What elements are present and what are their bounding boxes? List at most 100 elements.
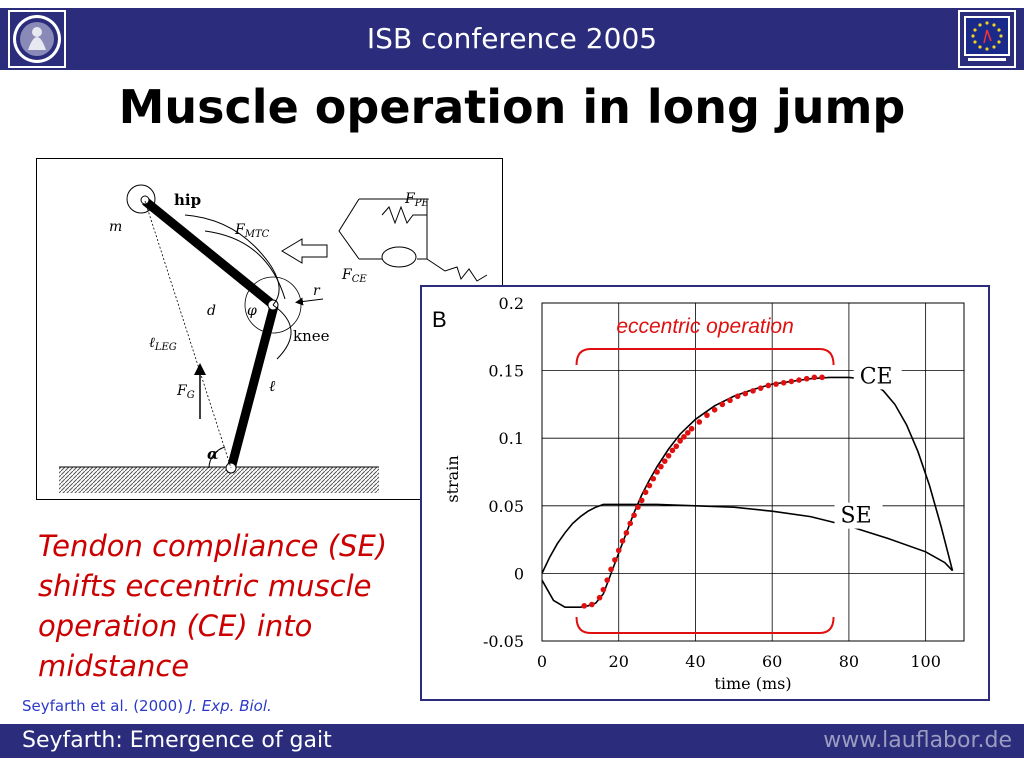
svg-text:FMTC: FMTC (234, 222, 270, 240)
series-label-bg (853, 363, 902, 390)
svg-text:FG: FG (176, 383, 195, 401)
eccentric-data-point (704, 412, 710, 419)
eccentric-data-point (623, 530, 630, 536)
eccentric-data-point (619, 538, 626, 544)
footer-bar: Seyfarth: Emergence of gait www.lauflabo… (0, 724, 1024, 758)
series-label-ce: CE (860, 364, 893, 389)
eccentric-data-point (684, 429, 691, 436)
eccentric-data-point (600, 586, 607, 593)
x-tick-label: 0 (537, 652, 547, 671)
fpe-label: F (404, 191, 416, 207)
fpe-subscript: PE (414, 198, 430, 209)
fmtc-subscript: MTC (244, 229, 270, 240)
eccentric-data-point (811, 374, 818, 381)
eccentric-data-point (803, 375, 810, 382)
footer-presentation-title: Seyfarth: Emergence of gait (22, 728, 332, 753)
fmtc-label: F (234, 222, 246, 238)
eccentric-data-point (819, 374, 825, 381)
eccentric-data-point (596, 594, 603, 601)
header-bar: ISB conference 2005 (0, 8, 1024, 70)
x-tick-label: 80 (839, 652, 859, 671)
eccentric-data-point (719, 401, 726, 408)
eccentric-data-point (646, 482, 653, 489)
eccentric-data-point (661, 458, 668, 464)
strain-chart-panel: 0 20 40 60 80 100 -0.05 0 0.05 0.1 0.15 0.2 CE SE ec… (420, 285, 990, 701)
y-axis-label: strain (443, 455, 462, 502)
y-tick-label: -0.05 (483, 632, 524, 651)
eccentric-data-point (631, 512, 637, 519)
eccentric-data-point (650, 475, 657, 482)
eccentric-data-point (681, 434, 687, 440)
eccentric-data-point (765, 382, 772, 389)
series-label-bg (834, 502, 883, 529)
eccentric-data-point (612, 557, 618, 563)
leg-angle-label: α (207, 445, 219, 463)
thigh-segment (142, 197, 275, 308)
svg-text:FPE: FPE (404, 191, 429, 209)
panel-label: B (432, 307, 447, 332)
eccentric-data-point (638, 497, 645, 504)
y-tick-label: 0.1 (499, 429, 524, 448)
eccentric-data-point (788, 378, 795, 385)
segment-length-label: ℓ (269, 377, 275, 395)
eccentric-data-point (589, 601, 595, 608)
mass-label: m (109, 219, 122, 235)
x-tick-label: 20 (609, 652, 629, 671)
eccentric-data-point (658, 463, 664, 470)
moment-arm-label: d (207, 303, 216, 319)
eccentric-data-point (604, 577, 611, 583)
leg-length-subscript: LEG (154, 342, 177, 353)
eccentric-data-point (581, 603, 587, 609)
ground-force-subscript: G (187, 390, 195, 401)
eccentric-data-point (796, 377, 802, 383)
ground-force-label: F (176, 383, 188, 399)
eccentric-data-point (711, 407, 718, 413)
eccentric-data-point (780, 379, 787, 386)
eccentric-data-point (742, 390, 749, 397)
university-seal-icon (8, 10, 66, 68)
eccentric-data-point (615, 547, 622, 554)
leg-model-drawing: hip m FMTC FPE FCE r d φ knee ℓLEG FG ℓ … (59, 184, 488, 493)
y-tick-label: 0 (514, 564, 524, 583)
ground (59, 467, 379, 493)
series-line-se (541, 503, 954, 574)
eu-flag-icon (958, 10, 1016, 68)
radius-label: r (313, 283, 321, 299)
citation-authors: Seyfarth et al. (2000) (22, 697, 188, 715)
y-tick-label: 0.05 (488, 497, 524, 516)
eccentric-data-point (757, 385, 764, 391)
eccentric-top-bracket (575, 348, 835, 366)
strain-chart: 0 20 40 60 80 100 -0.05 0 0.05 0.1 0.15 0.2 CE SE ec… (432, 294, 965, 693)
y-tick-label: 0.15 (488, 362, 524, 381)
knee-label: knee (293, 327, 330, 345)
y-tick-label: 0.2 (499, 294, 524, 313)
x-tick-label: 100 (910, 652, 941, 671)
eccentric-data-point (677, 438, 683, 444)
eccentric-data-point (773, 381, 779, 387)
x-tick-label: 60 (762, 652, 782, 671)
eccentric-operation-annotation: eccentric operation (616, 315, 793, 338)
fce-subscript: CE (352, 274, 368, 285)
conference-title: ISB conference 2005 (366, 22, 658, 55)
eccentric-data-point (654, 469, 660, 475)
leg-length-label: ℓ (149, 335, 155, 351)
hip-label: hip (174, 191, 201, 209)
svg-text:FCE: FCE (341, 267, 367, 285)
knee-angle-label: φ (247, 303, 257, 319)
eccentric-data-point (642, 489, 649, 496)
eccentric-data-point (627, 520, 634, 527)
eccentric-data-point (688, 425, 695, 432)
fce-label: F (341, 267, 353, 283)
series-line-ce (541, 376, 954, 609)
x-tick-label: 40 (685, 652, 705, 671)
series-label-se: SE (841, 504, 872, 529)
eccentric-data-point (727, 397, 733, 404)
x-axis-label: time (ms) (714, 674, 791, 693)
citation: Seyfarth et al. (2000) J. Exp. Biol. (22, 697, 272, 715)
footer-website-link[interactable]: www.lauflabor.de (823, 728, 1012, 753)
eccentric-data-point (608, 566, 614, 573)
slide-title: Muscle operation in long jump (118, 80, 906, 134)
eccentric-data-point (750, 388, 756, 394)
eccentric-data-point (669, 447, 676, 454)
eccentric-bottom-bracket (575, 616, 835, 634)
